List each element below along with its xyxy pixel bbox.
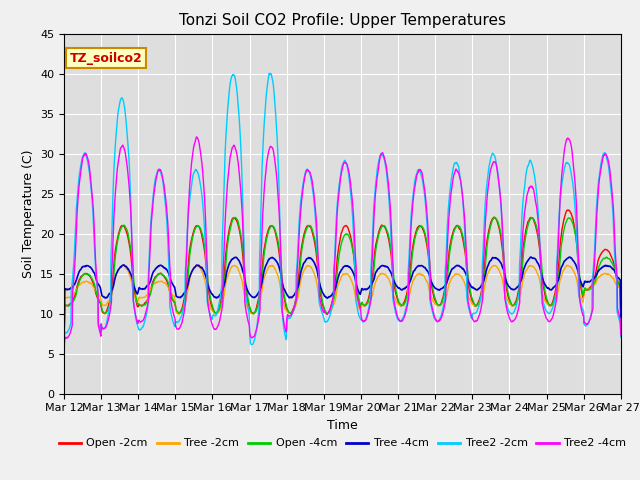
X-axis label: Time: Time [327, 419, 358, 432]
Y-axis label: Soil Temperature (C): Soil Temperature (C) [22, 149, 35, 278]
Legend: Open -2cm, Tree -2cm, Open -4cm, Tree -4cm, Tree2 -2cm, Tree2 -4cm: Open -2cm, Tree -2cm, Open -4cm, Tree -4… [54, 434, 630, 453]
Text: TZ_soilco2: TZ_soilco2 [70, 51, 142, 65]
Title: Tonzi Soil CO2 Profile: Upper Temperatures: Tonzi Soil CO2 Profile: Upper Temperatur… [179, 13, 506, 28]
